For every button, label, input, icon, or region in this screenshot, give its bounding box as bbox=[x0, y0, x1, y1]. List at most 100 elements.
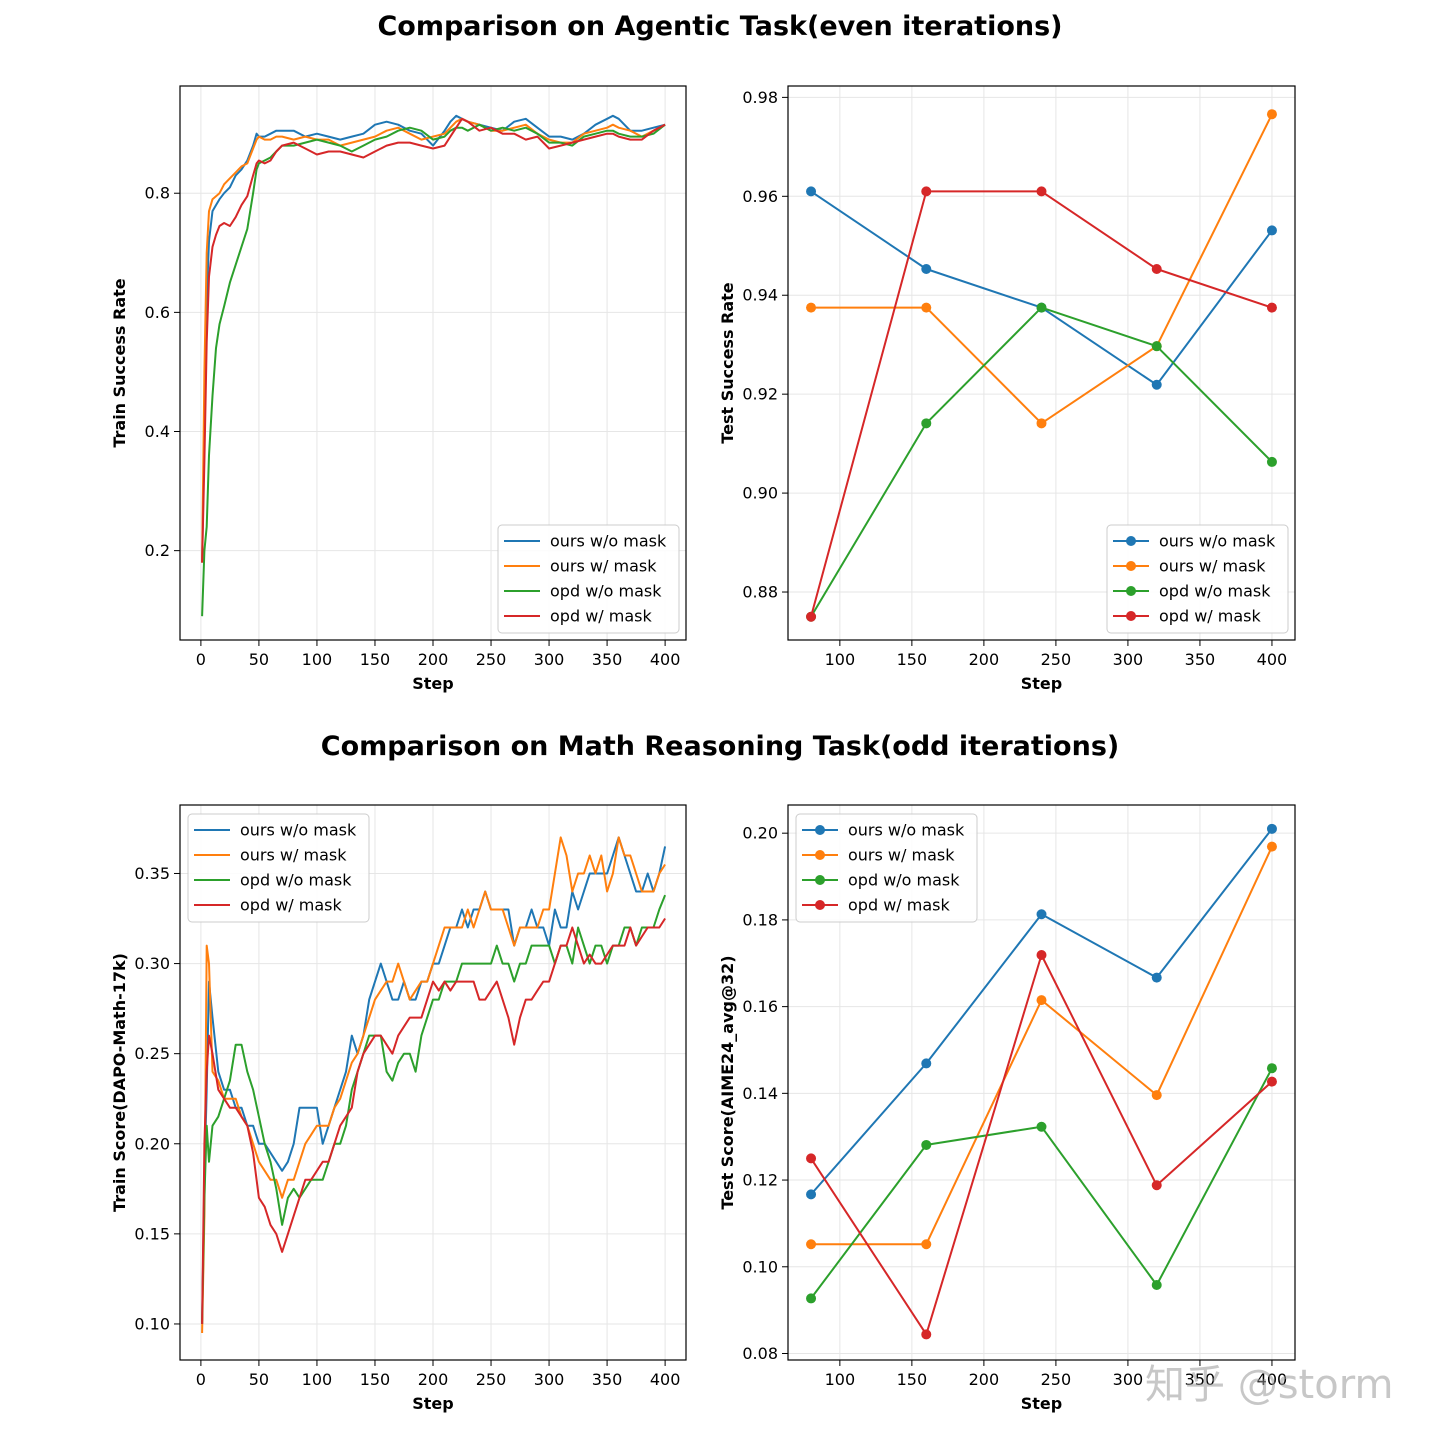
math-test-series-3-point bbox=[806, 1153, 817, 1164]
math-test-legend-label: opd w/o mask bbox=[848, 871, 960, 890]
math-train-xtick-label: 100 bbox=[302, 1370, 333, 1389]
math-test-series-0-point bbox=[1151, 972, 1162, 983]
math-test-series-0-point bbox=[1266, 823, 1277, 834]
math-train-series-1-line bbox=[201, 836, 666, 1334]
agentic-test-legend-marker bbox=[1126, 611, 1136, 621]
agentic-test-series-1-line bbox=[811, 113, 1273, 425]
math-test-chart: 100 150 200 250 300 350 400 0.08 0.10 0.12 0.14 0.1… bbox=[718, 804, 1296, 1413]
math-train-legend-label: opd w/ mask bbox=[240, 896, 342, 915]
math-test-series-0-point bbox=[806, 1189, 817, 1200]
agentic-test-xtick-label: 300 bbox=[1113, 650, 1144, 669]
agentic-test-ytick-label: 0.90 bbox=[742, 484, 778, 503]
agentic-test-xtick-label: 100 bbox=[825, 650, 856, 669]
agentic-test-frame bbox=[787, 85, 1296, 641]
math-test-xlabel: Step bbox=[1021, 1394, 1062, 1413]
math-test-series-3-point bbox=[1036, 950, 1047, 961]
agentic-test-series-0-point bbox=[1151, 379, 1162, 390]
agentic-train-xtick-label: 50 bbox=[249, 650, 269, 669]
agentic-train-legend-box bbox=[497, 524, 680, 634]
math-train-chart: 0 50 100 150 200 250 300 350 400 0.10 0.15 0.20 0.25… bbox=[110, 804, 687, 1413]
agentic-test-series-1-point bbox=[1266, 109, 1277, 120]
agentic-test-legend-marker bbox=[1126, 536, 1136, 546]
agentic-test-ytick-label: 0.94 bbox=[742, 286, 778, 305]
math-test-series-3-line bbox=[810, 954, 1273, 1336]
agentic-test-series-3-point bbox=[921, 186, 932, 197]
math-test-frame bbox=[787, 804, 1296, 1361]
agentic-test-ylabel: Test Success Rate bbox=[718, 282, 737, 444]
math-test-series-3-point bbox=[1151, 1180, 1162, 1191]
agentic-test-legend-marker bbox=[1126, 561, 1136, 571]
agentic-train-xlabel: Step bbox=[412, 674, 453, 693]
math-test-legend-label: ours w/ mask bbox=[848, 846, 955, 865]
math-test-ytick-label: 0.10 bbox=[742, 1257, 778, 1276]
math-test-legend: ours w/o mask ours w/ mask opd w/o mask opd… bbox=[795, 813, 978, 923]
agentic-test-series-1-point bbox=[806, 302, 817, 313]
agentic-train-series-2-line bbox=[201, 123, 666, 617]
math-test-legend-marker bbox=[815, 825, 825, 835]
math-test-series-2-point bbox=[921, 1139, 932, 1150]
math-test-series-2-point bbox=[806, 1293, 817, 1304]
math-test-ytick-label: 0.16 bbox=[742, 997, 778, 1016]
math-test-legend-marker bbox=[815, 875, 825, 885]
agentic-test-series-2-point bbox=[921, 418, 932, 429]
agentic-train-xtick-label: 200 bbox=[418, 650, 449, 669]
agentic-test-series-0-point bbox=[1266, 225, 1277, 236]
math-train-xtick-label: 200 bbox=[418, 1370, 449, 1389]
agentic-test-xlabel: Step bbox=[1021, 674, 1062, 693]
math-test-xtick-label: 300 bbox=[1113, 1370, 1144, 1389]
math-test-ytick-label: 0.12 bbox=[742, 1171, 778, 1190]
agentic-test-xtick-label: 250 bbox=[1041, 650, 1072, 669]
agentic-train-legend-label: opd w/ mask bbox=[550, 607, 652, 626]
agentic-train-chart: 0 50 100 150 200 250 300 350 400 0.2 0.4 0.6 0.8 Step… bbox=[110, 85, 687, 693]
math-train-ytick-label: 0.25 bbox=[134, 1044, 170, 1063]
math-test-legend-marker bbox=[815, 850, 825, 860]
math-test-series-2-point bbox=[1036, 1121, 1047, 1132]
math-test-series-1-point bbox=[806, 1239, 817, 1250]
math-test-ylabel: Test Score(AIME24_avg@32) bbox=[718, 955, 737, 1209]
agentic-test-xtick-label: 150 bbox=[897, 650, 928, 669]
math-train-ylabel: Train Score(DAPO-Math-17k) bbox=[110, 953, 129, 1212]
agentic-test-series-2-point bbox=[1151, 341, 1162, 352]
math-train-xtick-label: 0 bbox=[196, 1370, 206, 1389]
agentic-train-xtick-label: 350 bbox=[592, 650, 623, 669]
agentic-test-series-0-line bbox=[810, 190, 1273, 386]
agentic-test-series-1-point bbox=[921, 302, 932, 313]
math-train-ytick-label: 0.10 bbox=[134, 1314, 170, 1333]
math-test-series-1-point bbox=[921, 1239, 932, 1250]
agentic-train-xtick-label: 150 bbox=[360, 650, 391, 669]
agentic-train-ytick-label: 0.4 bbox=[145, 422, 170, 441]
agentic-train-xtick-label: 250 bbox=[476, 650, 507, 669]
agentic-test-legend-marker bbox=[1126, 586, 1136, 596]
agentic-test-chart: 100 150 200 250 300 350 400 0.88 0.90 0.92 0.94 0.9… bbox=[718, 85, 1296, 693]
math-train-xtick-label: 400 bbox=[650, 1370, 681, 1389]
math-test-xtick-label: 350 bbox=[1185, 1370, 1216, 1389]
agentic-train-legend-label: ours w/ mask bbox=[550, 557, 657, 576]
bottom-suptitle: Comparison on Math Reasoning Task(odd it… bbox=[321, 731, 1120, 762]
math-train-ytick-label: 0.30 bbox=[134, 954, 170, 973]
agentic-test-legend-label: opd w/o mask bbox=[1159, 582, 1271, 601]
agentic-train-ylabel: Train Success Rate bbox=[110, 278, 129, 447]
agentic-test-series-1-point bbox=[1036, 418, 1047, 429]
agentic-test-legend: ours w/o mask ours w/ mask opd w/o mask opd… bbox=[1106, 524, 1289, 634]
agentic-test-series-3-point bbox=[1036, 186, 1047, 197]
math-train-xtick-label: 300 bbox=[534, 1370, 565, 1389]
math-test-xtick-label: 200 bbox=[969, 1370, 1000, 1389]
agentic-test-series-2-point bbox=[1036, 302, 1047, 313]
math-train-legend: ours w/o mask ours w/ mask opd w/o mask opd… bbox=[187, 813, 370, 923]
agentic-train-legend-label: ours w/o mask bbox=[550, 532, 667, 551]
math-train-legend-label: ours w/ mask bbox=[240, 846, 347, 865]
agentic-test-ytick-label: 0.98 bbox=[742, 88, 778, 107]
agentic-test-xtick-label: 400 bbox=[1257, 650, 1288, 669]
agentic-train-series-3-line bbox=[201, 117, 666, 563]
math-test-series-2-point bbox=[1151, 1279, 1162, 1290]
math-train-series-2-line bbox=[201, 894, 667, 1325]
math-train-series-3-line bbox=[201, 917, 666, 1325]
math-test-legend-marker bbox=[815, 900, 825, 910]
math-test-xtick-label: 100 bbox=[825, 1370, 856, 1389]
math-train-ytick-label: 0.35 bbox=[134, 864, 170, 883]
math-test-ytick-label: 0.14 bbox=[742, 1084, 778, 1103]
agentic-train-legend: ours w/o mask ours w/ mask opd w/o mask opd… bbox=[497, 524, 680, 634]
agentic-test-legend-label: ours w/o mask bbox=[1159, 532, 1276, 551]
agentic-test-ytick-label: 0.96 bbox=[742, 187, 778, 206]
